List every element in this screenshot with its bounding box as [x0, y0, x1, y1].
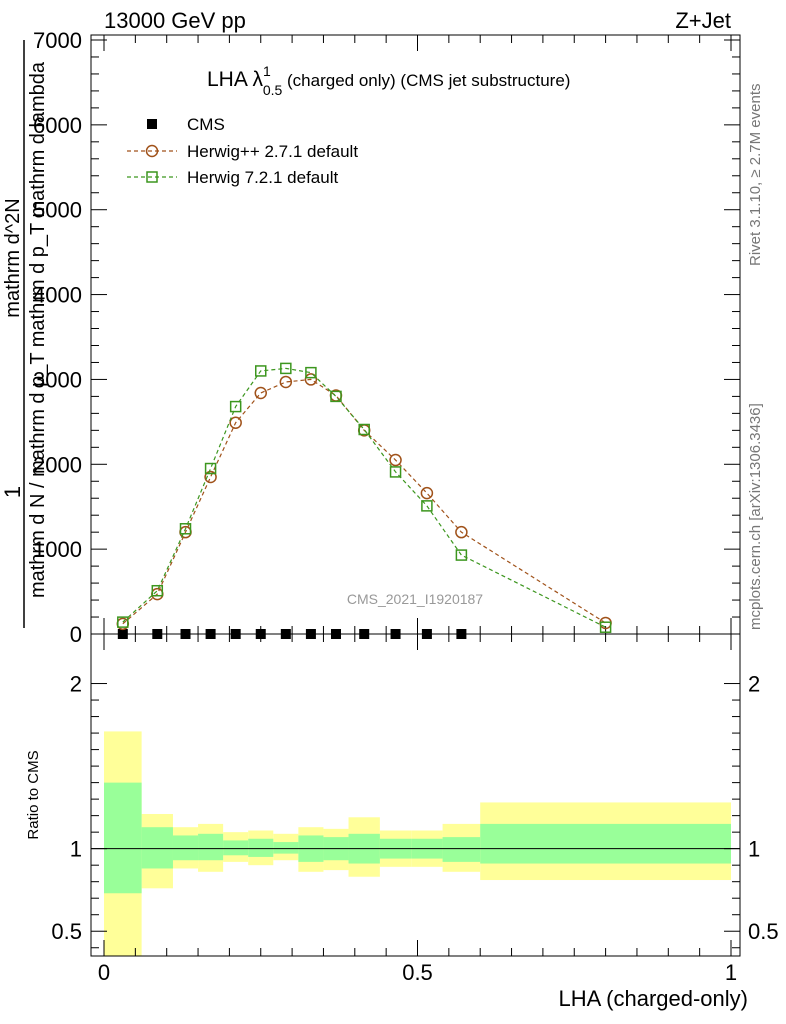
ratio-ytick-label-right: 1: [748, 837, 760, 862]
legend-marker-cms: [147, 119, 157, 129]
legend-label-cms: CMS: [187, 115, 225, 134]
main-panel: 0 1000 2000 3000 4000 5000 6000 7000 CMS_2021_I…: [0, 28, 741, 647]
ratio-bands: [104, 731, 731, 956]
ratio-xtick-label: 0.5: [402, 960, 433, 985]
ratio-ytick-label: 2: [70, 672, 82, 697]
ratio-xtick-label: 0: [98, 960, 110, 985]
ratio-xtick-label: 1: [725, 960, 737, 985]
herwig7-point: [305, 366, 317, 379]
y-axis-label: 1 mathrm d^2N mathrm d N / mathrm d p_T …: [0, 40, 49, 628]
herwigpp-point: [304, 373, 318, 386]
main-ytick-label: 5000: [33, 198, 82, 223]
herwig7-point: [117, 616, 129, 628]
herwigpp-point: [279, 375, 293, 389]
main-title: LHA λ1 0.5 (charged only) (CMS jet substr…: [207, 63, 570, 98]
herwigpp-point: [204, 470, 217, 484]
ratio-ytick-label: 1: [70, 837, 82, 862]
legend-marker-herwig7: [146, 171, 158, 183]
herwigpp-point: [420, 486, 434, 500]
herwig7-point: [204, 462, 217, 475]
main-title-main: LHA λ: [207, 68, 264, 91]
rivet-side-label: Rivet 3.1.10, ≥ 2.7M events: [747, 84, 764, 267]
herwigpp-point: [229, 416, 242, 429]
main-ytick-label: 7000: [33, 28, 82, 53]
ratio-y-label: Ratio to CMS: [25, 750, 42, 839]
main-ticks: 0 1000 2000 3000 4000 5000 6000 7000: [33, 28, 740, 647]
herwig7-point: [358, 423, 370, 436]
main-title-sup: 1: [263, 63, 271, 79]
herwig7-point: [179, 523, 192, 535]
ratio-ticks: 0.5 0.5 1 1 2 2 0 0.5 1: [51, 634, 779, 985]
ratio-band-inner: [198, 833, 224, 861]
main-ytick-label: 4000: [33, 283, 82, 308]
ratio-band-inner: [223, 840, 249, 856]
watermark: CMS_2021_I1920187: [347, 591, 483, 607]
y-axis-label-main: 1: [0, 486, 25, 498]
main-ytick-label: 6000: [33, 113, 82, 138]
ratio-band-inner: [480, 823, 731, 864]
ratio-band-inner: [141, 827, 173, 869]
legend-label-herwig7: Herwig 7.2.1 default: [187, 168, 338, 187]
ratio-ytick-label-right: 0.5: [748, 919, 779, 944]
legend-label-herwigpp: Herwig++ 2.7.1 default: [187, 142, 358, 161]
ratio-frame: [90, 633, 741, 957]
herwig7-point: [455, 549, 468, 561]
y-axis-label-num: mathrm d^2N: [2, 198, 24, 317]
herwig7-point: [255, 365, 267, 377]
mcplots-side-label: mcplots.cern.ch [arXiv:1306.3436]: [747, 403, 764, 630]
herwig7-point: [151, 584, 164, 597]
ratio-band-inner: [104, 782, 142, 894]
herwig7-point: [389, 466, 402, 478]
legend-marker-herwigpp: [145, 144, 159, 158]
header-left: 13000 GeV pp: [104, 8, 246, 33]
herwig7-point: [280, 362, 292, 375]
ratio-band-inner: [442, 837, 481, 862]
ratio-band-inner: [172, 835, 199, 861]
ratio-band-inner: [273, 842, 299, 854]
main-title-rest: (charged only) (CMS jet substructure): [282, 71, 570, 90]
ratio-ytick-label-right: 2: [748, 672, 760, 697]
herwigpp-point: [254, 386, 267, 400]
herwigpp-point: [389, 453, 402, 467]
herwigpp-point: [455, 525, 468, 539]
ratio-band-inner: [248, 838, 274, 857]
ratio-ytick-label: 0.5: [51, 919, 82, 944]
main-title-sub: 0.5: [263, 82, 283, 98]
x-axis-label: LHA (charged-only): [558, 986, 748, 1011]
herwig7-point: [229, 400, 242, 413]
herwig7-point: [599, 621, 612, 633]
main-ytick-label: 0: [70, 622, 82, 647]
herwig7-point: [421, 500, 433, 512]
y-axis-label-denom: mathrm d N / mathrm d p_T mathrm d p_T m…: [27, 61, 49, 598]
legend: CMS Herwig++ 2.7.1 default Herwig 7.2.1 …: [127, 115, 358, 187]
series-line-2: [122, 367, 606, 628]
main-ytick-label: 1000: [33, 537, 82, 562]
series-line-1: [122, 378, 606, 625]
ratio-panel: 0.5 0.5 1 1 2 2 0 0.5 1 Ratio to CMS LHA (charge…: [25, 633, 779, 1011]
main-ytick-label: 3000: [33, 367, 82, 392]
main-ytick-label: 2000: [33, 452, 82, 477]
header-right: Z+Jet: [675, 8, 731, 33]
herwig7-point: [330, 390, 342, 403]
